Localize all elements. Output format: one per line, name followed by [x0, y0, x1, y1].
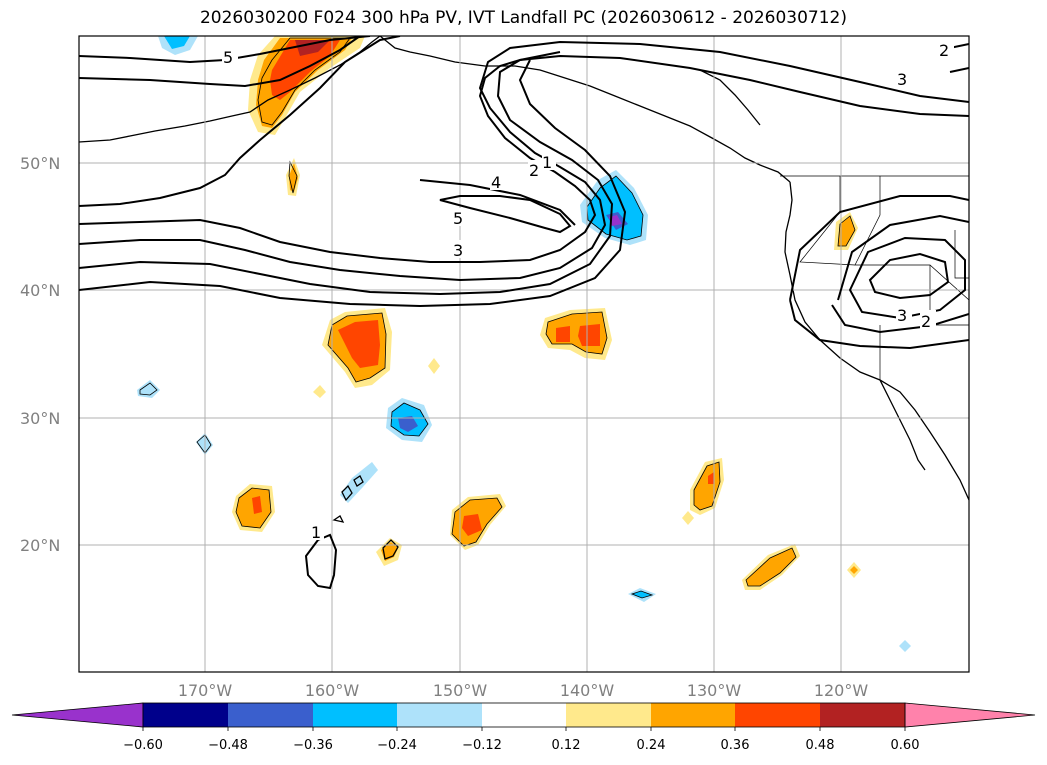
pos-anomaly-alaska-max: [295, 40, 330, 56]
contour-label-8: 3: [897, 306, 907, 325]
colorbar-tick-10: 0.60: [891, 738, 920, 753]
neg-anomaly-coast-mid: [587, 176, 643, 240]
neg-anomaly-coast-max: [609, 215, 622, 226]
colorbar-tick-6: 0.12: [552, 738, 581, 753]
pos-anomaly-dot-b: [313, 385, 326, 398]
pos-anomaly-hawaii-mid: [381, 542, 398, 561]
map-layers: 5 1 2 4 5 3 3 3 2 1 2: [79, 36, 969, 672]
lat-label-50n: 50°N: [20, 154, 60, 173]
colorbar-segment-1: [143, 703, 228, 727]
lon-label-170w: 170°W: [178, 681, 233, 700]
contour-label-4: 4: [491, 173, 501, 192]
pos-anomaly-alaska-high: [270, 40, 340, 100]
colorbar-tick-9: 0.48: [806, 738, 835, 753]
contour-label-11: 2: [939, 41, 949, 60]
pos-anomaly-dot-d-core: [850, 566, 858, 574]
lat-label-30n: 30°N: [20, 409, 60, 428]
lon-label-140w: 140°W: [560, 681, 615, 700]
map-frame: [78, 35, 970, 673]
map-title: 2026030200 F024 300 hPa PV, IVT Landfall…: [199, 8, 847, 28]
lon-label-150w: 150°W: [433, 681, 488, 700]
contour-label-3: 2: [529, 161, 539, 180]
colorbar-outline: [142, 702, 906, 728]
pos-anomaly-dot-c: [682, 511, 694, 525]
neg-anomaly-115w: [899, 640, 911, 652]
contour-label-1: 5: [223, 48, 233, 67]
pos-anomaly-nevada-mid: [838, 216, 855, 246]
colorbar-tick-2: −0.48: [208, 738, 248, 753]
neg-anomaly-175w: [137, 380, 160, 398]
colorbar-tick-1: −0.60: [123, 738, 163, 753]
colorbar-over-arrow: [904, 702, 1036, 728]
pos-anomaly-166w-high: [252, 496, 262, 514]
lat-label-20n: 20°N: [20, 536, 60, 555]
pv-contours: [79, 36, 969, 590]
gridlines: [79, 36, 969, 672]
colorbar: −0.60 −0.48 −0.36 −0.24 −0.12 0.12 0.24 …: [11, 702, 1036, 753]
longitude-labels: 170°W 160°W 150°W 140°W 130°W 120°W: [178, 681, 869, 700]
contour-label-7: 3: [897, 70, 907, 89]
pos-anomaly-160w-high: [338, 320, 380, 368]
pos-anomaly-130w-high: [708, 472, 714, 484]
map-background: [79, 36, 969, 672]
neg-anomaly-hawaii-streak: [340, 462, 378, 503]
contour-labels: 5 1 2 4 5 3 3 3 2 1 2: [222, 40, 954, 542]
contour-label-10: 1: [311, 523, 321, 542]
contour-label-9: 2: [921, 312, 931, 331]
pos-anomaly-dot-a: [428, 358, 440, 374]
latitude-labels: 50°N 40°N 30°N 20°N: [20, 154, 60, 555]
colorbar-segment-4: [397, 703, 482, 727]
lon-label-130w: 130°W: [687, 681, 742, 700]
neg-anomaly-topleft-mid: [164, 36, 190, 49]
contour-label-6: 3: [453, 241, 463, 260]
colorbar-segment-3: [313, 703, 397, 727]
colorbar-segment-9: [820, 703, 905, 727]
colorbar-tick-3: −0.36: [293, 738, 333, 753]
colorbar-segment-8: [735, 703, 820, 727]
contour-label-2: 1: [542, 153, 552, 172]
neg-anomaly-155w-high: [398, 416, 418, 432]
colorbar-tick-4: −0.24: [377, 738, 417, 753]
pos-anomaly-150w-high: [462, 514, 482, 536]
lat-label-40n: 40°N: [20, 281, 60, 300]
colorbar-tick-5: −0.12: [462, 738, 502, 753]
lon-label-160w: 160°W: [305, 681, 360, 700]
colorbar-tick-7: 0.24: [637, 738, 666, 753]
colorbar-under-arrow: [11, 702, 144, 728]
colorbar-segment-7: [651, 703, 735, 727]
colorbar-segment-6: [566, 703, 651, 727]
pos-anomaly-125w-mid: [746, 548, 796, 586]
pos-anomaly-140w-high: [556, 324, 600, 346]
colorbar-tick-8: 0.36: [721, 738, 750, 753]
colorbar-segment-2: [228, 703, 313, 727]
contour-label-5: 5: [453, 209, 463, 228]
colorbar-segment-5: [482, 703, 566, 727]
lon-label-120w: 120°W: [814, 681, 869, 700]
